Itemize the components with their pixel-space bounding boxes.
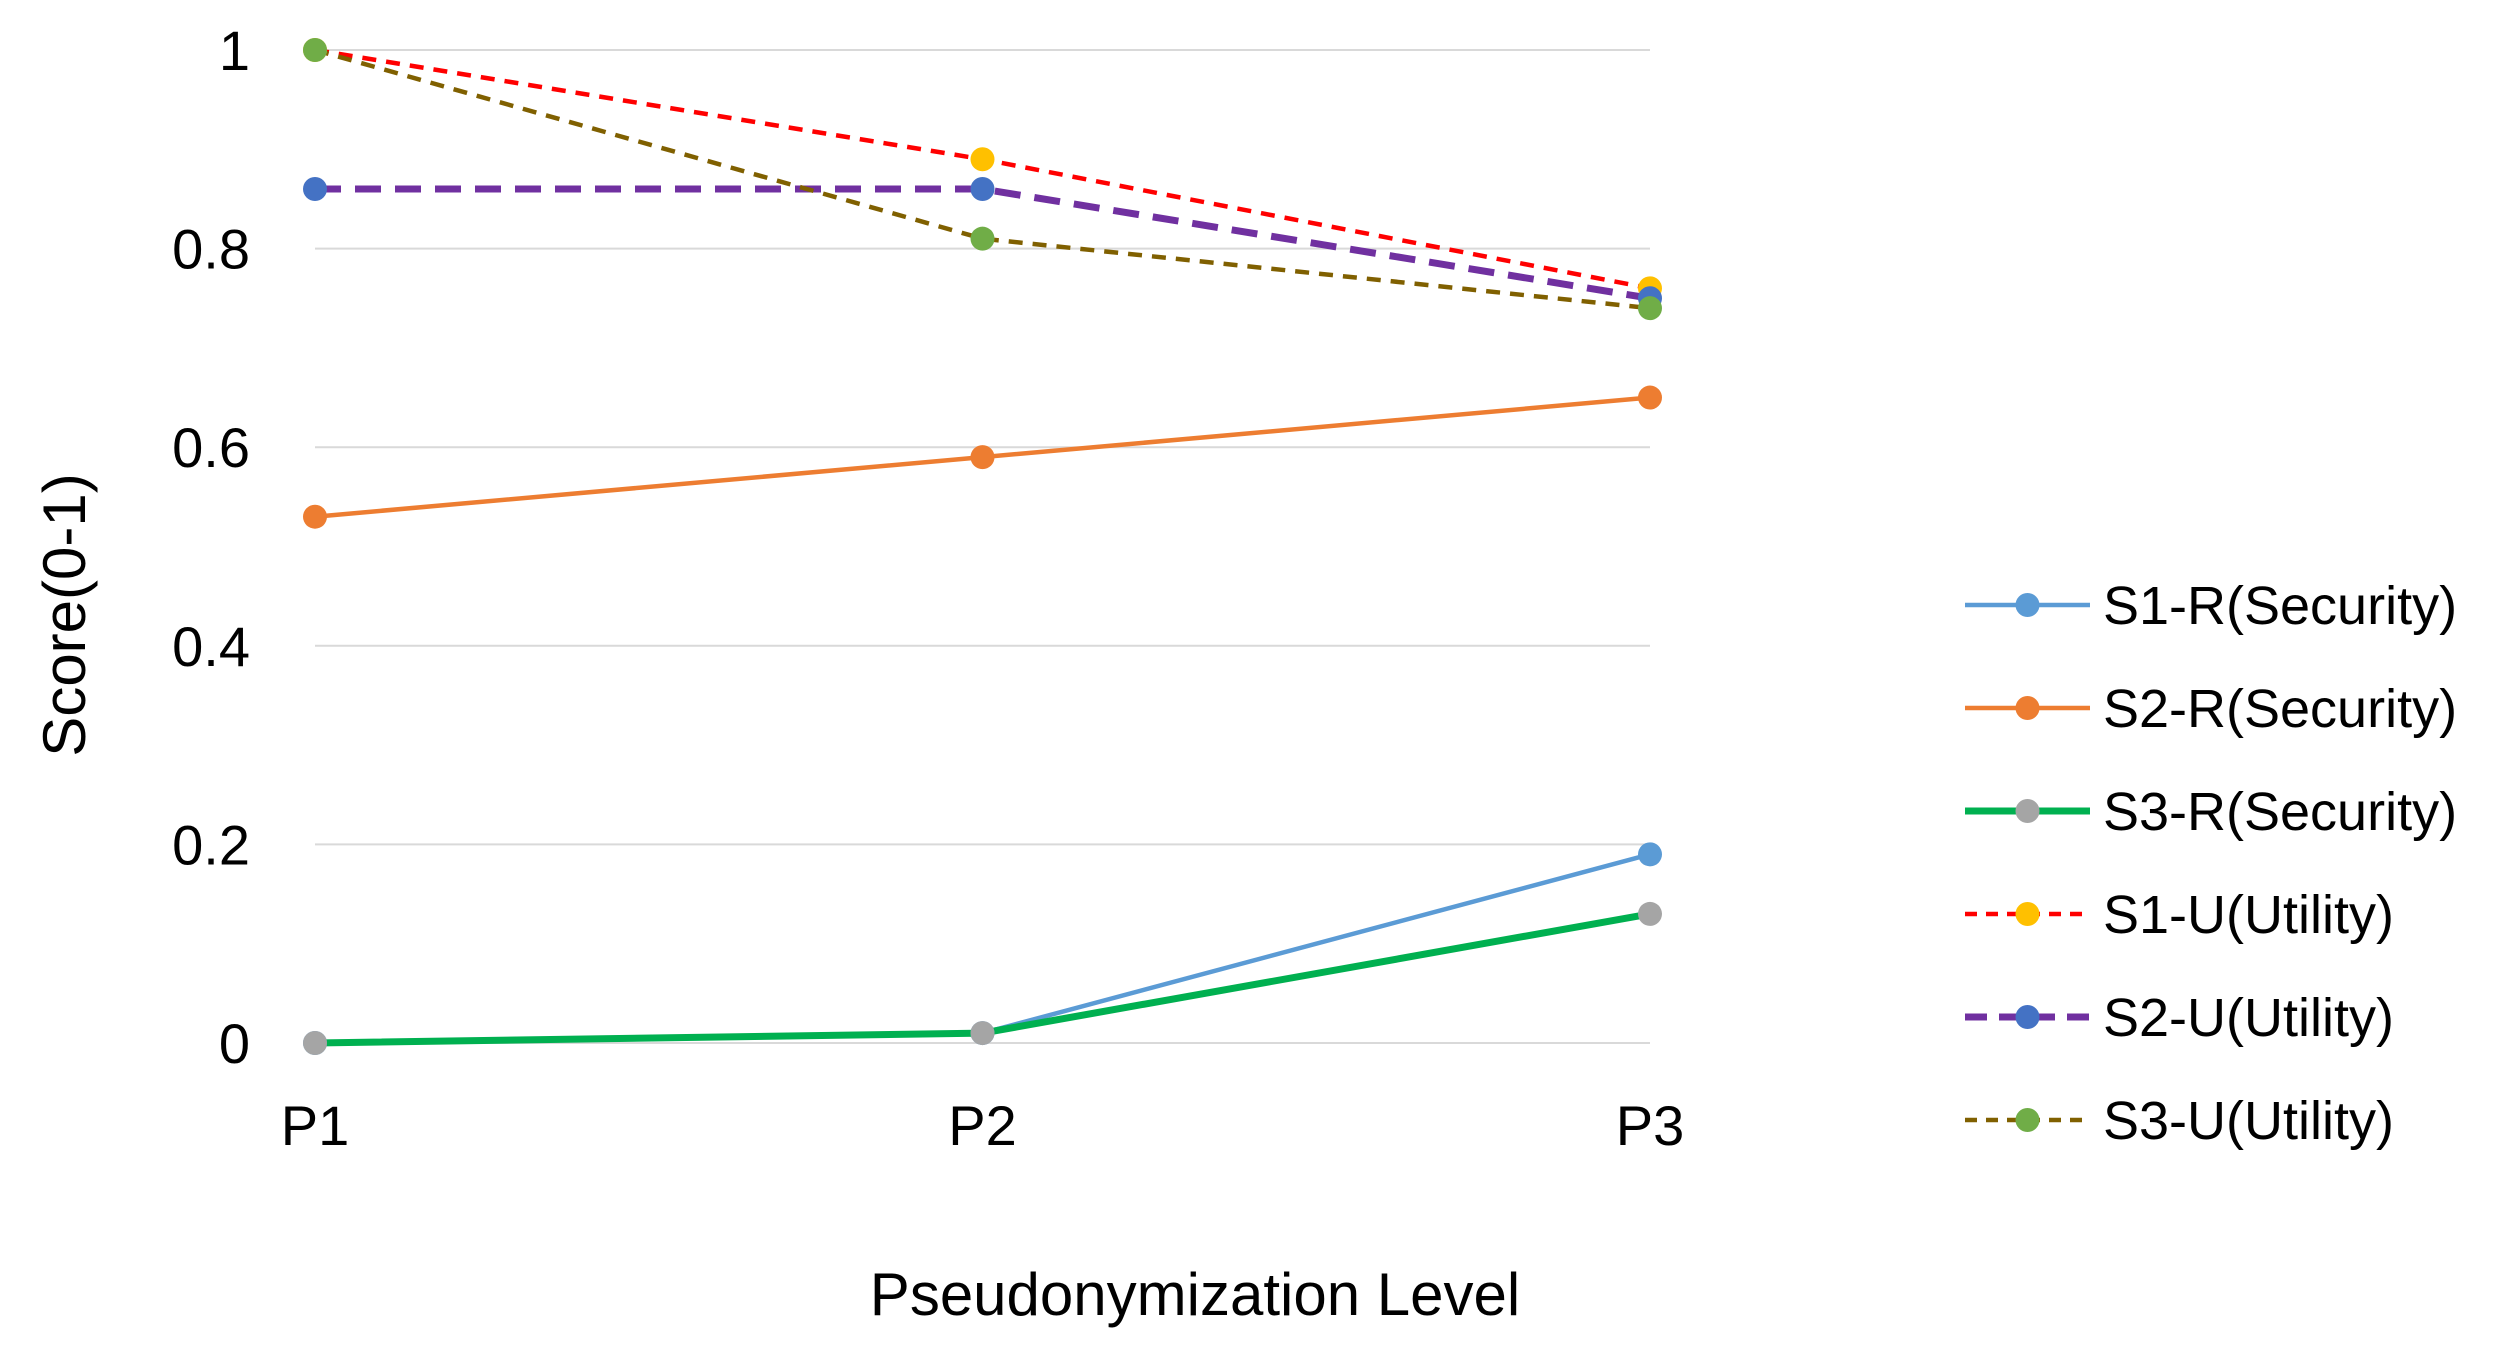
legend-marker [2015,902,2040,926]
data-point [970,177,995,202]
legend-label: S3-R(Security) [2103,782,2457,842]
data-point [1638,842,1662,867]
legend-marker [2015,1005,2040,1029]
data-point [970,147,995,172]
legend-marker [2015,1108,2040,1132]
data-point [1638,296,1662,321]
y-tick-label: 0.2 [172,813,250,876]
legend-label: S2-U(Utility) [2103,988,2394,1048]
y-tick-label: 0 [219,1012,250,1075]
x-axis-label: Pseudonymization Level [870,1261,1520,1328]
legend-label: S1-R(Security) [2103,576,2457,636]
legend: S1-R(Security) S2-R(Security) S3-R(Securit… [1965,576,2457,1151]
y-tick-label: 1 [219,19,250,82]
data-point [970,445,995,470]
y-axis-ticks: 0 0.2 0.4 0.6 0.8 1 [172,19,250,1075]
y-tick-label: 0.6 [172,416,250,479]
series-markers [303,38,1662,1055]
legend-label: S3-U(Utility) [2103,1091,2394,1151]
series-line-6 [314,47,1651,311]
data-point [303,38,327,62]
data-point [1638,901,1662,926]
legend-label: S2-R(Security) [2103,679,2457,739]
legend-label: S1-U(Utility) [2103,885,2394,945]
data-point [303,504,327,529]
y-axis-label: Score(0-1) [31,473,98,756]
data-point [970,1021,995,1046]
x-tick-label: P1 [281,1094,350,1157]
data-point [303,177,327,202]
legend-marker [2015,593,2040,617]
x-axis-ticks: P1 P2 P3 [281,1094,1685,1157]
series-line-5 [315,185,1651,302]
y-tick-label: 0.8 [172,218,250,281]
data-point [1638,385,1662,410]
x-tick-label: P3 [1616,1094,1685,1157]
legend-marker [2015,799,2040,823]
x-tick-label: P2 [948,1094,1017,1157]
data-point [303,1031,327,1055]
y-tick-label: 0.4 [172,615,250,678]
legend-marker [2015,696,2040,720]
data-point [970,226,995,251]
